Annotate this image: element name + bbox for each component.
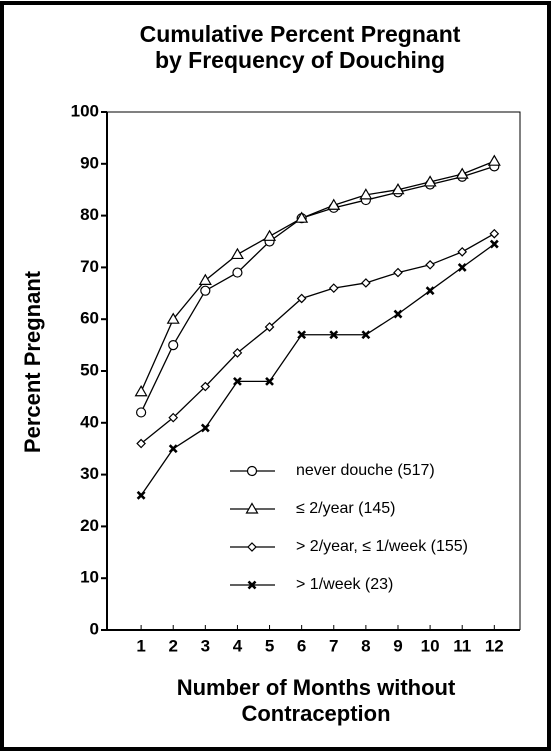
y-tick-label: 20 <box>80 516 99 535</box>
x-tick-label: 2 <box>168 636 177 655</box>
x-tick-label: 3 <box>201 636 210 655</box>
series-line <box>140 165 495 413</box>
legend-label: > 2/year, ≤ 1/week (155) <box>296 538 468 555</box>
marker <box>423 175 437 187</box>
marker <box>247 542 257 552</box>
y-tick-label: 70 <box>80 257 99 276</box>
y-axis-title: Percent Pregnant <box>20 270 45 453</box>
y-tick-label: 40 <box>80 412 99 431</box>
marker <box>200 381 211 392</box>
marker <box>200 423 210 433</box>
chart-title: Cumulative Percent Pregnant <box>140 21 461 47</box>
x-tick-label: 12 <box>485 636 504 655</box>
x-tick-label: 10 <box>421 636 440 655</box>
marker <box>295 211 309 223</box>
marker <box>200 285 211 296</box>
marker <box>232 267 243 278</box>
marker <box>263 229 277 241</box>
x-axis-title: Contraception <box>241 701 390 726</box>
marker <box>489 228 500 239</box>
y-tick-label: 80 <box>80 205 99 224</box>
x-axis-title: Number of Months without <box>177 675 456 700</box>
marker <box>246 465 258 477</box>
marker <box>361 278 371 288</box>
marker <box>297 330 307 340</box>
marker <box>489 239 499 249</box>
marker <box>393 309 403 319</box>
chart-title: by Frequency of Douching <box>155 47 445 73</box>
marker <box>168 444 178 454</box>
marker <box>296 293 307 304</box>
marker <box>136 407 147 418</box>
series-line <box>140 160 495 392</box>
marker <box>136 438 146 449</box>
y-tick-label: 90 <box>80 153 99 172</box>
marker <box>232 348 243 358</box>
marker <box>230 247 244 260</box>
x-tick-label: 11 <box>453 636 471 655</box>
marker <box>455 167 469 179</box>
marker <box>328 283 339 293</box>
y-tick-label: 50 <box>80 360 99 379</box>
x-tick-label: 1 <box>136 636 145 655</box>
marker <box>134 385 148 397</box>
y-tick-label: 30 <box>80 464 99 483</box>
marker <box>265 376 274 386</box>
marker <box>136 490 146 500</box>
marker <box>247 580 257 590</box>
x-tick-label: 6 <box>297 636 306 655</box>
plot-frame <box>107 111 521 630</box>
marker <box>264 322 275 332</box>
marker <box>168 412 179 423</box>
marker <box>329 330 339 340</box>
marker <box>457 247 468 257</box>
marker <box>359 188 373 200</box>
x-tick-label: 8 <box>361 636 370 655</box>
marker <box>425 286 435 296</box>
marker <box>487 154 501 166</box>
y-tick-label: 60 <box>80 309 99 328</box>
y-tick-label: 10 <box>80 568 99 587</box>
marker <box>245 502 259 514</box>
x-tick-label: 9 <box>393 636 402 655</box>
legend-label: ≤ 2/year (145) <box>296 500 396 517</box>
marker <box>233 376 242 386</box>
marker <box>198 273 212 285</box>
series-line <box>140 233 495 445</box>
y-tick-label: 100 <box>71 101 99 120</box>
marker <box>393 267 403 278</box>
x-tick-label: 4 <box>233 636 243 655</box>
legend-label: never douche (517) <box>296 462 435 479</box>
marker <box>391 183 405 195</box>
x-tick-label: 5 <box>265 636 274 655</box>
marker <box>457 262 467 272</box>
marker <box>425 259 435 270</box>
x-tick-label: 7 <box>329 636 338 655</box>
marker <box>168 340 179 351</box>
legend-label: > 1/week (23) <box>296 576 393 593</box>
marker <box>327 198 341 210</box>
marker <box>166 312 180 324</box>
series-line <box>140 243 495 496</box>
marker <box>361 330 371 340</box>
y-tick-label: 0 <box>90 619 99 638</box>
